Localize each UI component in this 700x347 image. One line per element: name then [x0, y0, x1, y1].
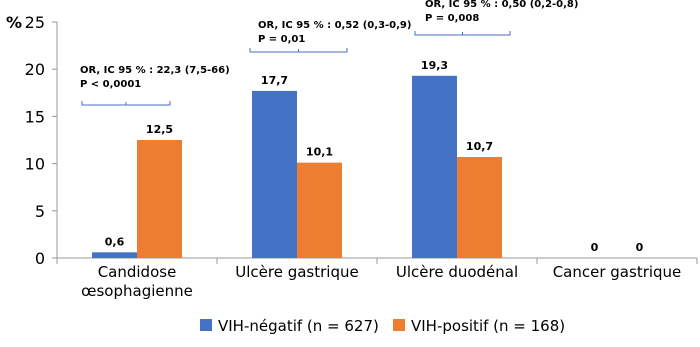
y-tick-label: 5 — [35, 202, 45, 221]
data-label: 10,1 — [306, 146, 333, 159]
y-tick-label: 20 — [25, 60, 45, 79]
bar — [137, 140, 182, 258]
annotation: P = 0,008 — [425, 13, 479, 24]
data-label: 0 — [636, 241, 644, 254]
annotation: P < 0,0001 — [80, 79, 141, 90]
bracket — [81, 101, 171, 106]
y-axis-label: % — [6, 13, 22, 32]
legend-label: VIH-négatif (n = 627) — [218, 317, 379, 335]
bracket — [249, 48, 348, 53]
data-label: 12,5 — [146, 123, 173, 136]
bar — [457, 156, 502, 258]
bar — [297, 162, 342, 258]
y-tick-label: 25 — [25, 13, 45, 32]
data-label: 0,6 — [105, 235, 125, 248]
annotation: P = 0,01 — [258, 34, 305, 45]
legend-swatch — [393, 319, 405, 331]
annotation: OR, IC 95 % : 22,3 (7,5-66) — [80, 65, 230, 76]
legend-swatch — [200, 319, 212, 331]
annotation: OR, IC 95 % : 0,50 (0,2-0,8) — [425, 0, 578, 10]
bar — [412, 75, 457, 258]
bar — [252, 90, 297, 258]
x-tick-label: Ulcère gastrique — [235, 263, 359, 281]
legend-label: VIH-positif (n = 168) — [411, 317, 565, 335]
x-tick-label: Cancer gastrique — [552, 263, 682, 281]
y-tick-label: 15 — [25, 107, 45, 126]
bracket — [414, 31, 511, 36]
y-tick-label: 10 — [25, 155, 45, 174]
data-label: 10,7 — [466, 140, 493, 153]
data-label: 19,3 — [421, 59, 448, 72]
x-tick-label: Ulcère duodénal — [395, 263, 519, 281]
x-tick-label: Candidose œsophagienne — [81, 263, 193, 300]
data-label: 0 — [591, 241, 599, 254]
y-tick-label: 0 — [35, 249, 45, 268]
bar — [92, 252, 137, 258]
data-label: 17,7 — [261, 74, 288, 87]
annotation: OR, IC 95 % : 0,52 (0,3-0,9) — [258, 20, 411, 31]
